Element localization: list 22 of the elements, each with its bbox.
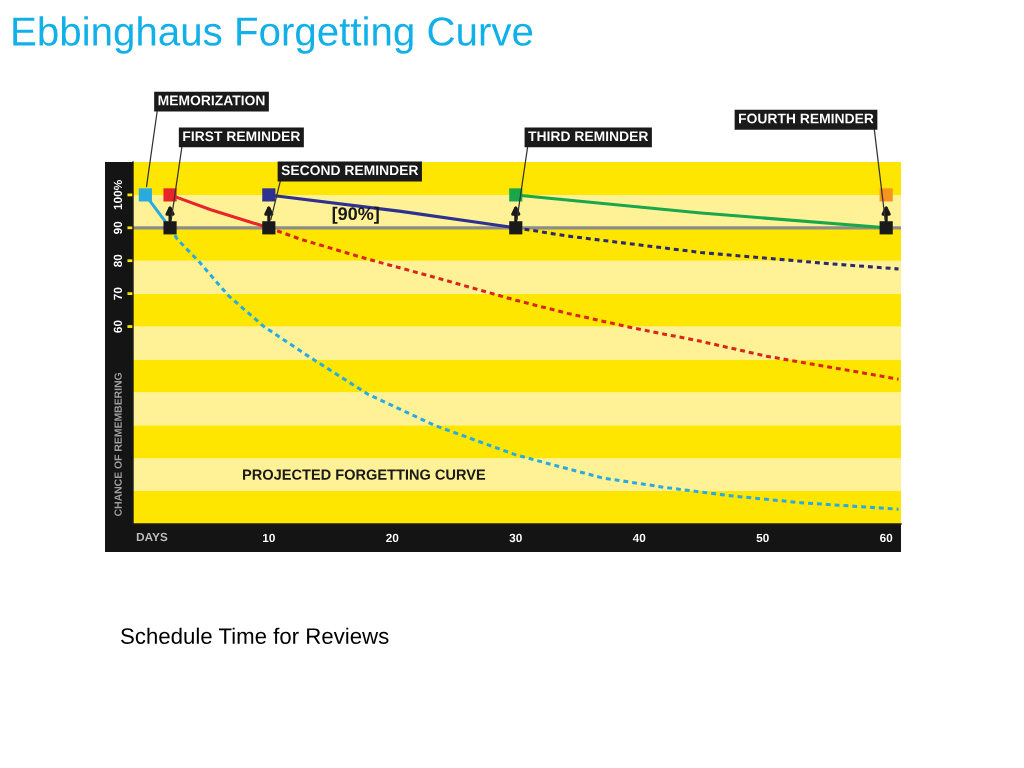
x-axis-title: DAYS [136, 532, 168, 542]
x-tick-label: 10 [263, 533, 275, 543]
text: Schedule Time for Reviews [121, 627, 389, 644]
y-axis-title: CHANCE OF REMEMBERING [114, 372, 122, 516]
y-tick-label: 100% [113, 180, 123, 210]
x-tick-label: 50 [756, 533, 769, 543]
x-tick-label: 40 [632, 533, 646, 543]
y-tick-label: 80 [113, 254, 123, 267]
y-tick-label: 60 [113, 320, 123, 333]
annotation: PROJECTED FORGETTING CURVE [243, 469, 486, 480]
x-tick-label: 20 [386, 533, 399, 543]
y-tick-label: 90 [113, 221, 123, 234]
annotation: SECOND REMINDER [281, 165, 419, 176]
x-tick-label: 30 [509, 533, 522, 543]
annotation: THIRD REMINDER [528, 131, 649, 142]
y-tick-label: 70 [113, 287, 123, 300]
ref-line-label: [90%] [332, 206, 379, 224]
chart-title: Ebbinghaus Forgetting Curve [13, 16, 533, 54]
annotation: FOURTH REMINDER [739, 113, 874, 124]
annotation: MEMORIZATION [158, 95, 265, 106]
x-tick-label: 60 [880, 533, 893, 543]
annotation: FIRST REMINDER [183, 131, 301, 142]
